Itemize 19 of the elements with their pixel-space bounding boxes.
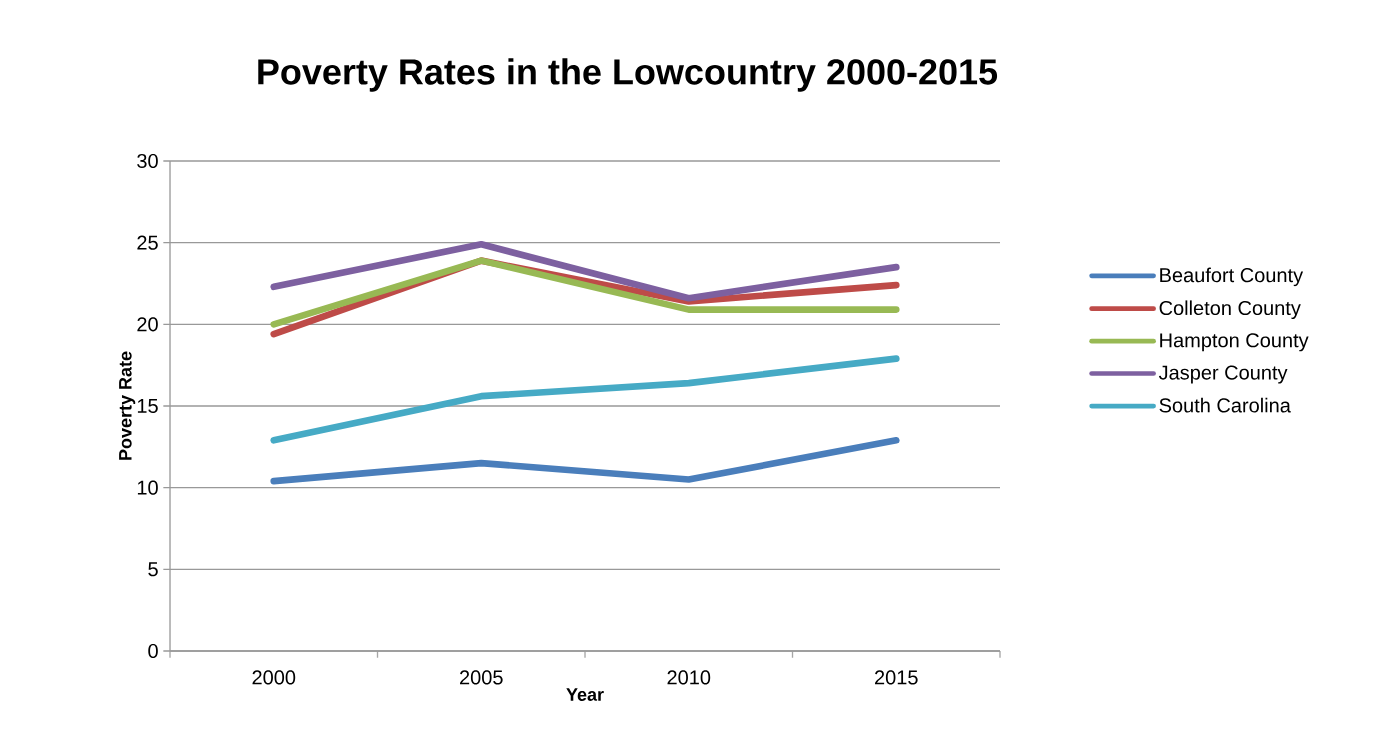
y-tick-label: 0 [148, 643, 158, 659]
legend-label: Jasper County [1158, 365, 1288, 384]
y-tick-label: 25 [137, 235, 158, 250]
x-tick-label: 2015 [875, 670, 918, 685]
y-tick-label: 5 [148, 562, 158, 577]
chart-title: Poverty Rates in the Lowcountry 2000-2015 [258, 58, 998, 92]
legend-label: Hampton County [1160, 333, 1309, 352]
y-axis-title: Poverty Rate [119, 351, 136, 460]
y-tick-label: 20 [137, 317, 158, 332]
y-tick-label: 30 [137, 153, 158, 169]
y-tick-label: 15 [137, 399, 158, 413]
y-tick-label: 10 [137, 480, 158, 495]
legend-label: South Carolina [1159, 397, 1291, 413]
x-axis-title: Year [566, 688, 604, 701]
x-tick-label: 2000 [252, 670, 296, 685]
legend-label: Colleton County [1159, 300, 1301, 320]
x-tick-label: 2005 [460, 670, 503, 685]
x-tick-label: 2010 [667, 670, 711, 685]
legend-label: Beaufort County [1160, 267, 1304, 287]
